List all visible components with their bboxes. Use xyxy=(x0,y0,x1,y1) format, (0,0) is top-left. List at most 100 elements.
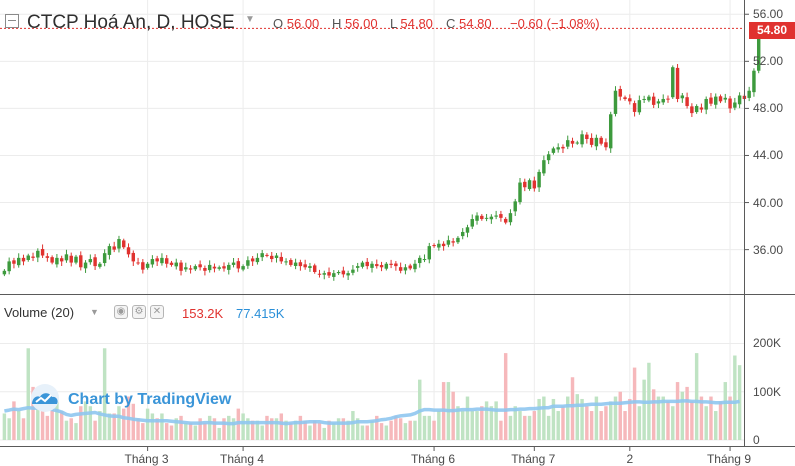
candle-body xyxy=(203,267,207,271)
candle-body xyxy=(336,271,341,274)
volume-tick-label: 200K xyxy=(753,336,782,351)
volume-bar xyxy=(451,391,455,440)
time-tick-label: Tháng 6 xyxy=(410,452,455,466)
candle-body xyxy=(308,266,312,268)
candle-body xyxy=(647,96,651,101)
tradingview-logo-icon[interactable] xyxy=(26,383,64,413)
volume-bar xyxy=(480,406,484,440)
volume-bar xyxy=(671,406,675,440)
candle-body xyxy=(427,246,432,260)
volume-bar xyxy=(375,415,379,440)
candle-body xyxy=(441,243,446,247)
candle-body xyxy=(556,147,560,150)
candle-body xyxy=(327,272,331,276)
candle-body xyxy=(298,262,303,267)
volume-indicator-title[interactable]: Volume (20) xyxy=(4,305,75,320)
volume-bar xyxy=(203,423,207,440)
candle-body xyxy=(480,215,484,220)
candle-body xyxy=(551,148,556,153)
candle-body xyxy=(714,96,718,105)
volume-bar xyxy=(12,401,16,440)
volume-bar xyxy=(160,413,164,440)
volume-bar xyxy=(594,396,599,440)
candle-body xyxy=(594,137,599,147)
candle-body xyxy=(561,146,565,149)
volume-bar xyxy=(589,411,594,440)
candle-body xyxy=(241,266,245,270)
volume-bar xyxy=(169,425,174,440)
candle-body xyxy=(699,107,704,110)
volume-bar xyxy=(145,408,150,440)
candle-body xyxy=(513,201,517,212)
candles xyxy=(2,23,761,281)
candle-body xyxy=(623,97,627,99)
volume-bar xyxy=(623,411,627,440)
volume-bar xyxy=(246,418,250,440)
volume-bar xyxy=(112,413,116,440)
candle-body xyxy=(475,215,479,221)
volume-bar xyxy=(379,423,384,440)
watermark-text[interactable]: Chart by TradingView xyxy=(68,391,232,408)
candle-body xyxy=(437,243,441,248)
symbol-title[interactable]: CTCP Hoá An, D, HOSE xyxy=(27,12,235,33)
volume-bar xyxy=(284,420,288,440)
volume-chevron-icon[interactable]: ▼ xyxy=(90,307,99,317)
settings-icon[interactable]: ⚙ xyxy=(132,305,146,319)
volume-bar xyxy=(312,420,317,440)
candle-body xyxy=(694,106,699,113)
candle-body xyxy=(217,267,221,269)
candle-body xyxy=(317,273,322,275)
volume-bar xyxy=(308,425,312,440)
volume-bar xyxy=(656,396,661,440)
candle-body xyxy=(322,273,326,275)
candle-body xyxy=(379,265,384,268)
candle-body xyxy=(2,270,7,275)
candle-body xyxy=(704,98,708,110)
volume-bar xyxy=(551,398,556,440)
menu-icon[interactable] xyxy=(5,14,19,28)
volume-bar xyxy=(570,377,575,440)
volume-bar xyxy=(64,420,69,440)
candle-body xyxy=(131,252,136,262)
ohlc-close: C 54.80 xyxy=(446,16,492,31)
volume-bar xyxy=(532,411,537,440)
candle-body xyxy=(265,254,269,256)
volume-bar xyxy=(303,420,307,440)
close-icon[interactable]: ✕ xyxy=(150,305,164,319)
volume-bar xyxy=(513,406,517,440)
volume-bar xyxy=(136,418,140,440)
candle-body xyxy=(752,70,756,93)
volume-bar xyxy=(580,398,584,440)
candle-body xyxy=(718,96,723,102)
volume-bar xyxy=(723,382,728,440)
candle-body xyxy=(470,219,474,227)
candle-body xyxy=(408,265,412,269)
volume-bar xyxy=(98,411,102,440)
volume-bar xyxy=(413,420,417,440)
candle-body xyxy=(685,97,689,107)
volume-bar xyxy=(150,413,155,440)
candle-body xyxy=(432,245,436,247)
candle-body xyxy=(155,258,159,262)
volume-bar xyxy=(21,418,26,440)
volume-bar xyxy=(494,401,498,440)
candle-body xyxy=(656,101,661,104)
candle-body xyxy=(422,259,427,261)
volume-bar xyxy=(394,415,398,440)
chevron-down-icon[interactable]: ▼ xyxy=(245,14,255,25)
eye-icon[interactable]: ◉ xyxy=(114,305,128,319)
candle-body xyxy=(284,261,288,263)
candle-body xyxy=(570,140,575,144)
candle-body xyxy=(83,262,88,269)
candle-body xyxy=(188,268,193,270)
candle-body xyxy=(585,134,589,139)
volume-bar xyxy=(365,425,369,440)
volume-bar xyxy=(699,396,704,440)
volume-bar xyxy=(298,415,303,440)
volume-bar xyxy=(260,425,264,440)
volume-bar xyxy=(456,406,460,440)
candle-body xyxy=(446,240,451,245)
candle-body xyxy=(164,258,169,264)
candle-body xyxy=(527,180,532,190)
